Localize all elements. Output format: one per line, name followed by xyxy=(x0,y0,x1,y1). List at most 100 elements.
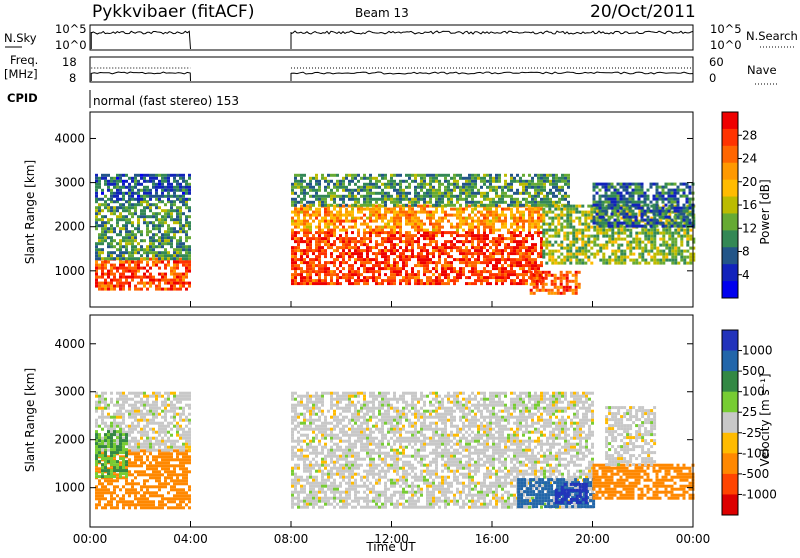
power-cell xyxy=(641,229,644,232)
power-cell xyxy=(128,270,131,273)
power-cell xyxy=(462,198,465,201)
power-cell xyxy=(623,186,626,189)
power-cell xyxy=(489,258,492,261)
power-cell xyxy=(599,216,602,219)
power-cell xyxy=(387,211,390,214)
power-cell xyxy=(561,195,564,198)
power-cell xyxy=(297,258,300,261)
power-cell xyxy=(182,276,185,279)
power-cell xyxy=(444,174,447,177)
power-cell xyxy=(155,245,158,248)
power-cell xyxy=(345,246,348,249)
power-cell xyxy=(354,240,357,243)
power-cell xyxy=(492,201,495,204)
power-cell xyxy=(534,249,537,252)
power-cell xyxy=(528,217,531,220)
power-cell xyxy=(297,211,300,214)
power-cell xyxy=(575,256,578,259)
power-cell xyxy=(560,280,563,283)
power-cell xyxy=(620,244,623,247)
power-cell xyxy=(530,292,533,295)
power-cell xyxy=(131,195,134,198)
power-cell xyxy=(653,262,656,265)
power-cell xyxy=(629,253,632,256)
power-cell xyxy=(608,238,611,241)
power-cell xyxy=(677,201,680,204)
power-cell xyxy=(537,214,540,217)
velocity-cells xyxy=(95,392,695,510)
power-cell xyxy=(291,220,294,223)
power-cell xyxy=(486,237,489,240)
power-cell xyxy=(680,210,683,213)
power-cell xyxy=(516,223,519,226)
power-cell xyxy=(626,216,629,219)
power-cell xyxy=(435,201,438,204)
power-cell xyxy=(312,204,315,207)
power-cell xyxy=(95,248,98,251)
power-cell xyxy=(683,219,686,222)
power-cell xyxy=(575,262,578,265)
power-cell xyxy=(462,252,465,255)
power-cell xyxy=(381,279,384,282)
power-cell xyxy=(164,254,167,257)
power-cell xyxy=(477,220,480,223)
power-cell xyxy=(185,245,188,248)
power-cell xyxy=(683,225,686,228)
power-cell xyxy=(480,273,483,276)
power-cell xyxy=(303,261,306,264)
velocity-cell xyxy=(134,452,137,455)
power-cell xyxy=(324,270,327,273)
power-cell xyxy=(423,282,426,285)
power-cell xyxy=(312,211,315,214)
power-cell xyxy=(552,177,555,180)
power-cell xyxy=(378,234,381,237)
power-cell xyxy=(674,256,677,259)
power-cell xyxy=(387,267,390,270)
power-cell xyxy=(671,207,674,210)
power-cell xyxy=(363,204,366,207)
power-cell xyxy=(653,195,656,198)
power-cell xyxy=(519,264,522,267)
power-cell xyxy=(318,183,321,186)
power-cell xyxy=(348,243,351,246)
power-cell xyxy=(294,198,297,201)
power-cell xyxy=(146,254,149,257)
power-cell xyxy=(611,229,614,232)
power-cell xyxy=(101,177,104,180)
power-cell xyxy=(584,211,587,214)
power-cell xyxy=(465,180,468,183)
power-cell xyxy=(333,258,336,261)
velocity-cell xyxy=(161,458,164,461)
power-cell xyxy=(686,210,689,213)
velocity-cell xyxy=(146,488,149,491)
power-cell xyxy=(122,180,125,183)
power-cell xyxy=(396,261,399,264)
power-cell xyxy=(605,186,608,189)
power-cell xyxy=(291,252,294,255)
power-cell xyxy=(318,204,321,207)
power-cell xyxy=(423,264,426,267)
power-cell xyxy=(122,224,125,227)
power-cell xyxy=(435,195,438,198)
velocity-cell xyxy=(137,491,140,494)
power-cell xyxy=(540,264,543,267)
power-cell xyxy=(552,174,555,177)
power-cell xyxy=(423,243,426,246)
power-cell xyxy=(516,246,519,249)
power-cell xyxy=(369,198,372,201)
power-cell xyxy=(119,215,122,218)
power-cell xyxy=(173,261,176,264)
power-cell xyxy=(587,217,590,220)
power-cell xyxy=(495,264,498,267)
power-cell xyxy=(471,195,474,198)
power-cell xyxy=(444,240,447,243)
power-cell xyxy=(110,288,113,291)
power-cell xyxy=(405,204,408,207)
power-cell xyxy=(170,183,173,186)
power-cell xyxy=(327,186,330,189)
power-cell xyxy=(569,205,572,208)
power-cell xyxy=(131,215,134,218)
power-cell xyxy=(534,198,537,201)
power-cell xyxy=(173,279,176,282)
power-cell xyxy=(483,255,486,258)
